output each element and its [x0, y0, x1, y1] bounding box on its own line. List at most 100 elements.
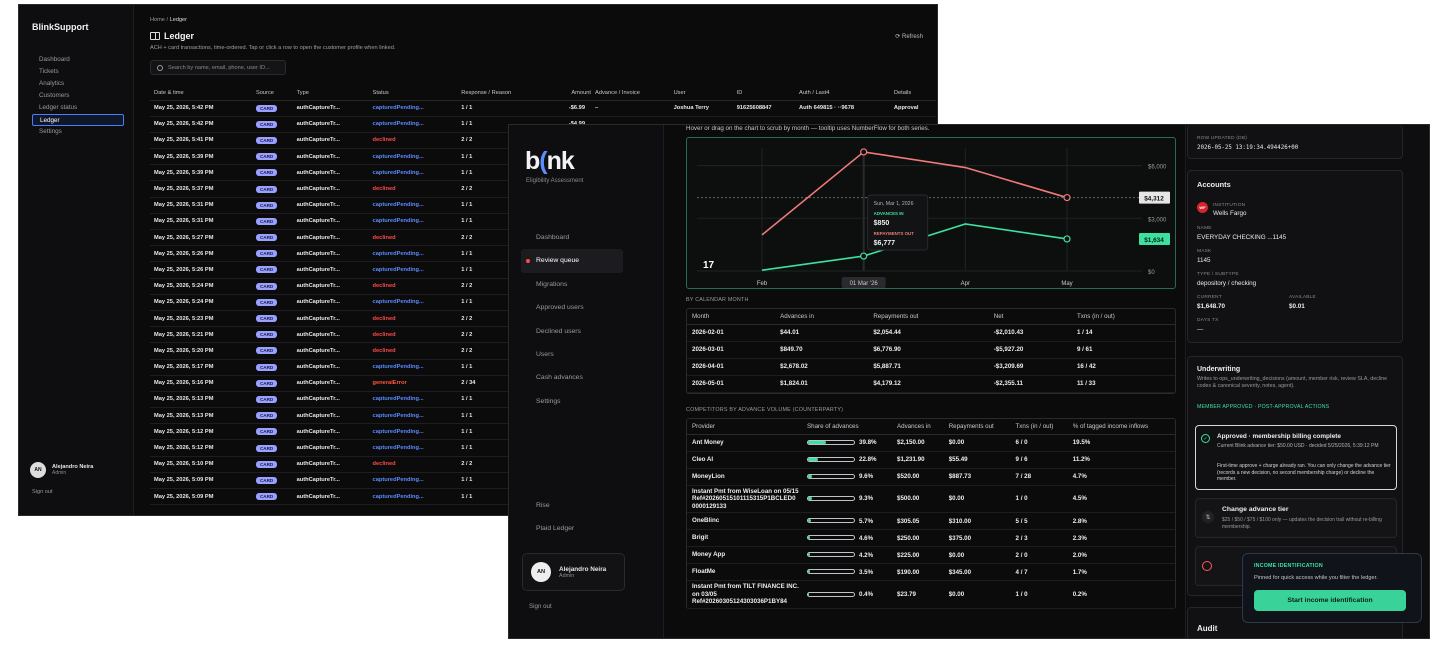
- cell-source: CARD: [251, 261, 293, 279]
- cell-pct: 11.2%: [1067, 451, 1175, 469]
- eligibility-user[interactable]: AN Alejandro Neira Admin: [522, 553, 625, 591]
- table-row[interactable]: Instant Pmt from TILT FINANCE INC. on 03…: [687, 580, 1175, 609]
- cell: $2,054.44: [868, 324, 989, 342]
- table-row[interactable]: May 25, 2026, 5:42 PM CARD authCaptureTr..…: [150, 100, 936, 117]
- sidebar-item-cash-advances[interactable]: Cash advances: [536, 374, 583, 382]
- column-header[interactable]: Type: [292, 86, 369, 101]
- sidebar-item-users[interactable]: Users: [536, 350, 554, 358]
- column-header[interactable]: Date & time: [150, 86, 252, 101]
- sidebar-item-migrations[interactable]: Migrations: [536, 280, 568, 288]
- cell-adv: $520.00: [892, 468, 944, 486]
- sidebar-item-settings[interactable]: Settings: [536, 397, 561, 405]
- ledger-user[interactable]: AN Alejandro Neira Admin: [30, 462, 93, 478]
- data-point: [860, 148, 868, 156]
- sidebar-item-customers[interactable]: Customers: [39, 92, 70, 99]
- cell-date: May 25, 2026, 5:20 PM: [150, 342, 252, 360]
- bank-logo-icon: WF: [1197, 202, 1208, 213]
- sidebar-item-declined-users[interactable]: Declined users: [536, 327, 581, 335]
- cell: 16 / 42: [1071, 358, 1175, 376]
- column-header[interactable]: Source: [251, 86, 293, 101]
- column-header[interactable]: ID: [732, 86, 796, 101]
- cell-txns: 1 / 0: [1010, 485, 1068, 513]
- column-header: Advances in: [892, 419, 944, 435]
- cell-status: declined: [368, 180, 458, 198]
- cell-rep: $0.00: [943, 546, 1011, 564]
- cell-txns: 9 / 6: [1010, 451, 1068, 469]
- column-header[interactable]: Auth / Last4: [795, 86, 890, 101]
- table-row[interactable]: Money App 4.2% $225.00 $0.00 2 / 0 2.0%: [687, 546, 1175, 564]
- competitors-table-header: Provider Share of advances Advances in Repa…: [687, 419, 1175, 435]
- column-header[interactable]: Status: [368, 86, 458, 101]
- cell: 2026-02-01: [687, 324, 776, 342]
- cell-date: May 25, 2026, 5:26 PM: [150, 261, 252, 279]
- sidebar-item-plaid-ledger[interactable]: Plaid Ledger: [536, 525, 575, 533]
- cashflow-chart[interactable]: $6,000 $3,000 $0 Feb 01 Mar '26 Apr May $4,312 $…: [686, 137, 1176, 289]
- table-row[interactable]: 2026-05-01 $1,824.01 $4,179.12 -$2,355.11 11…: [687, 375, 1175, 393]
- column-header: Repayments out: [868, 309, 989, 325]
- table-row[interactable]: OneBlinc 5.7% $305.05 $310.00 5 / 5 2.8%: [687, 512, 1175, 530]
- cell: $1,824.01: [775, 375, 869, 393]
- cell-status: capturedPending...: [368, 100, 458, 117]
- share-label: 4.2%: [859, 551, 874, 559]
- cell-share: 4.6%: [802, 529, 892, 547]
- table-row[interactable]: 2026-03-01 $849.70 $6,776.90 -$5,927.20 9 / …: [687, 341, 1175, 359]
- table-row[interactable]: 2026-04-01 $2,678.02 $5,887.71 -$3,209.69 16…: [687, 358, 1175, 376]
- cell-share: 9.6%: [802, 468, 892, 486]
- sidebar-item-approved-users[interactable]: Approved users: [536, 304, 584, 312]
- column-header[interactable]: User: [669, 86, 733, 101]
- breadcrumb-current: Ledger: [169, 17, 188, 23]
- cell-source: CARD: [251, 278, 293, 295]
- cell-provider: Brigit: [687, 529, 802, 547]
- sign-out-link[interactable]: Sign out: [32, 489, 53, 495]
- sign-out-link[interactable]: Sign out: [529, 603, 552, 610]
- table-row[interactable]: FloatMe 3.5% $190.00 $345.00 4 / 7 1.7%: [687, 563, 1175, 581]
- source-badge: CARD: [255, 266, 278, 274]
- sidebar-item-ledger-status[interactable]: Ledger status: [39, 104, 78, 111]
- audit-title: Audit: [1197, 624, 1218, 633]
- cell-source: CARD: [251, 213, 293, 231]
- cell-source: CARD: [251, 488, 293, 506]
- table-row[interactable]: Instant Pmt from WiseLoan on 05/15 Ref#2…: [687, 485, 1175, 513]
- column-header[interactable]: Details: [889, 86, 936, 101]
- sidebar-item-analytics[interactable]: Analytics: [39, 80, 65, 87]
- cell-id: 91625608847: [732, 100, 796, 117]
- sidebar-item-settings[interactable]: Settings: [39, 128, 62, 135]
- table-row[interactable]: MoneyLion 9.6% $520.00 $887.73 7 / 28 4.7%: [687, 468, 1175, 486]
- column-header[interactable]: Advance / Invoice: [591, 86, 670, 101]
- cashflow-chart-svg[interactable]: $6,000 $3,000 $0 Feb 01 Mar '26 Apr May $4,312 $…: [687, 138, 1177, 290]
- source-badge: CARD: [255, 315, 278, 323]
- sidebar-item-dashboard[interactable]: Dashboard: [536, 234, 570, 241]
- column-header[interactable]: Amount: [543, 86, 591, 101]
- status-text: capturedPending...: [372, 493, 424, 500]
- sidebar-item-tickets[interactable]: Tickets: [39, 68, 59, 75]
- search-input[interactable]: Search by name, email, phone, user ID...: [150, 60, 286, 75]
- sidebar-item-dashboard[interactable]: Dashboard: [39, 56, 70, 63]
- breadcrumb-home[interactable]: Home: [150, 17, 165, 23]
- table-row[interactable]: Cleo AI 22.8% $1,231.90 $55.49 9 / 6 11.2%: [687, 451, 1175, 469]
- data-point: [1063, 235, 1071, 243]
- column-header[interactable]: Response / Reason: [457, 86, 544, 101]
- cell-rep: $0.00: [943, 580, 1011, 609]
- cell-rep: $375.00: [943, 529, 1011, 547]
- source-badge: CARD: [255, 234, 278, 242]
- sidebar-item-review-queue[interactable]: Review queue: [521, 249, 623, 273]
- sliders-icon: ⇅: [1202, 511, 1214, 523]
- column-header: Advances in: [775, 309, 869, 325]
- start-income-identification-button[interactable]: Start income identification: [1254, 590, 1406, 611]
- institution-value: Wells Fargo: [1213, 210, 1247, 217]
- cell: 11 / 33: [1071, 375, 1175, 393]
- status-text: capturedPending...: [372, 412, 424, 419]
- table-row[interactable]: Ant Money 39.8% $2,150.00 $0.00 6 / 0 19.5%: [687, 434, 1175, 452]
- cell-adv: $23.79: [892, 580, 944, 609]
- eligibility-nav-secondary: Rise Plaid Ledger: [521, 494, 623, 541]
- sidebar-item-ledger[interactable]: Ledger: [32, 114, 124, 126]
- table-row[interactable]: Brigit 4.6% $250.00 $375.00 2 / 3 2.3%: [687, 529, 1175, 547]
- change-tier-card[interactable]: ⇅ Change advance tier $25 / $50 / $75 / …: [1195, 498, 1397, 538]
- sidebar-item-rise[interactable]: Rise: [536, 502, 550, 509]
- refresh-button[interactable]: ⟳ Refresh: [895, 33, 923, 40]
- underwriting-links[interactable]: MEMBER APPROVED · POST-APPROVAL ACTIONS: [1197, 404, 1330, 410]
- row-updated-value: 2026-05-25 13:19:34.494426+00: [1197, 145, 1299, 151]
- search-placeholder: Search by name, email, phone, user ID...: [168, 64, 270, 71]
- table-row[interactable]: 2026-02-01 $44.01 $2,054.44 -$2,010.43 1 / 1…: [687, 324, 1175, 342]
- cell-status: capturedPending...: [368, 261, 458, 279]
